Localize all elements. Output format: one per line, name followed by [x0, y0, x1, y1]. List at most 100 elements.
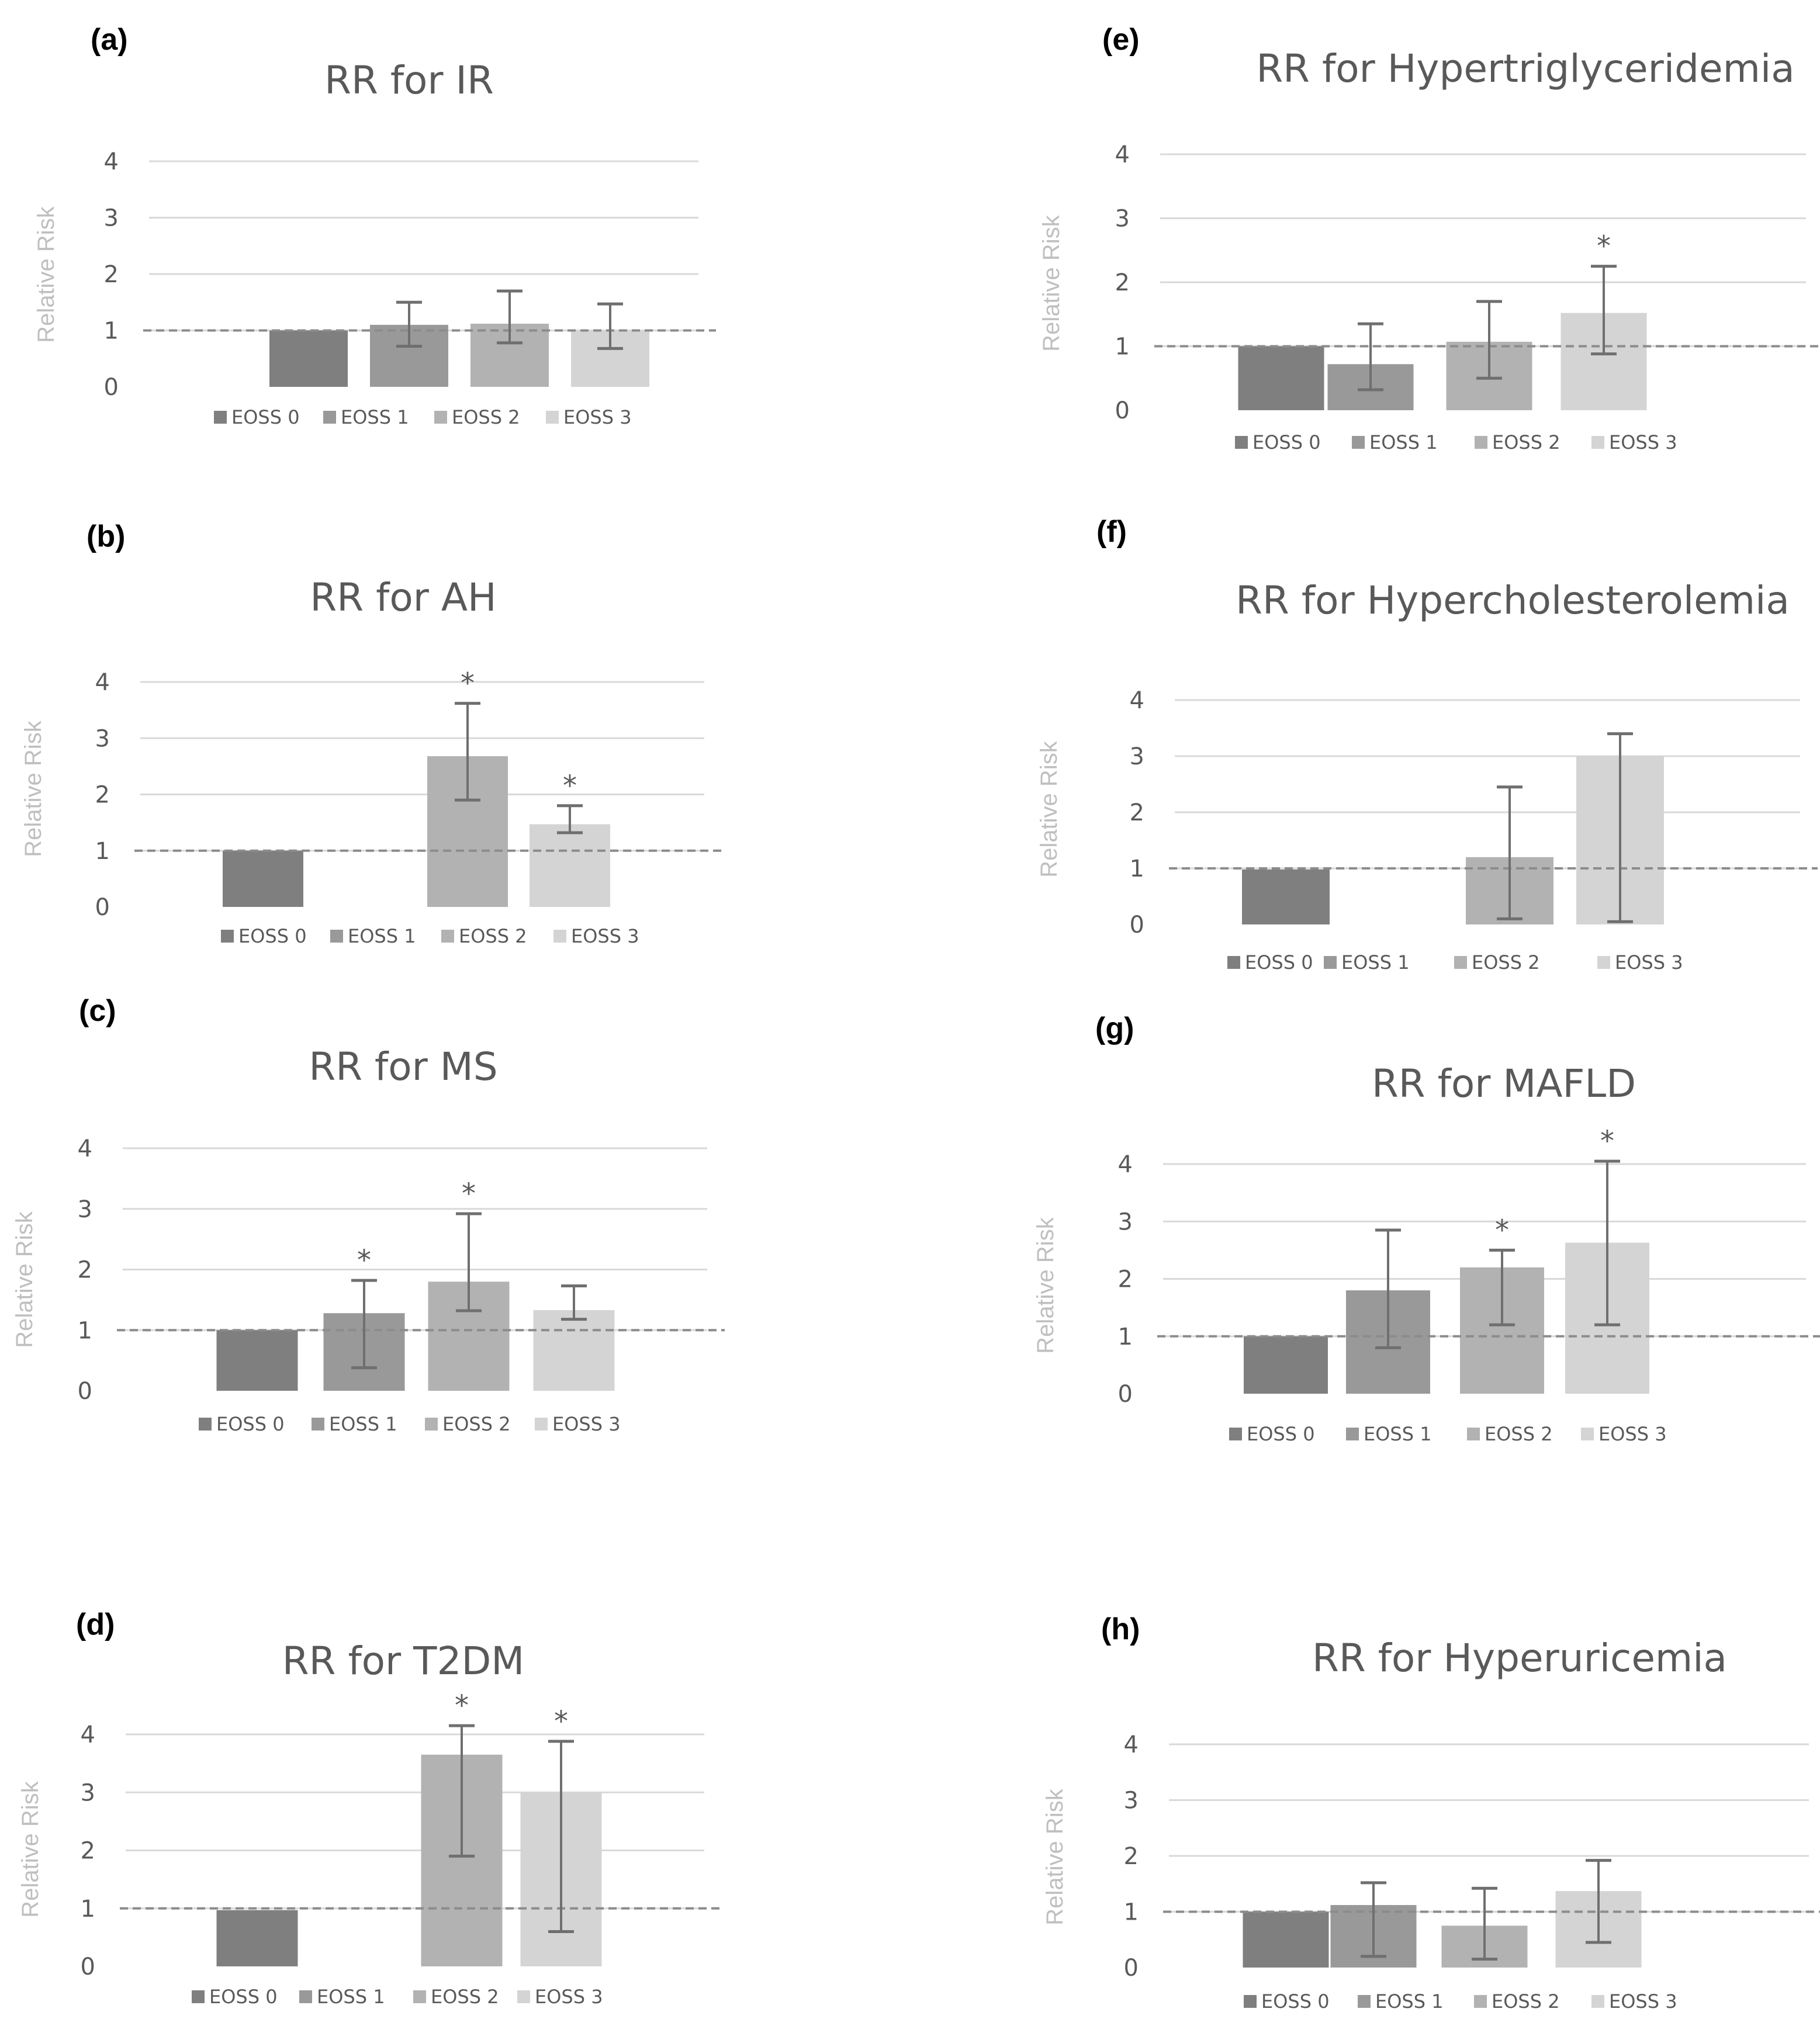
chart-title: RR for Hypertriglyceridemia: [1256, 46, 1794, 91]
y-tick-label: 1: [104, 318, 119, 345]
chart-title: RR for AH: [310, 575, 496, 620]
y-tick-label: 4: [1130, 687, 1144, 714]
significance-star: *: [462, 1177, 476, 1210]
y-tick-label: 0: [78, 1378, 92, 1405]
y-tick-label: 2: [78, 1257, 92, 1284]
y-tick-label: 1: [95, 838, 110, 865]
y-tick-label: 1: [78, 1317, 92, 1344]
y-axis-label: Relative Risk: [20, 720, 46, 857]
chart-mafld: RR for MAFLD 0 1 2 3 4 Relative Risk * * EOSS 0 EO…: [1033, 1061, 1820, 1445]
legend-swatch: [1346, 1428, 1359, 1440]
panel-e: (e) RR for Hypertriglyceridemia 0 1 2 3 4 Rela…: [912, 0, 1820, 514]
bar-eoss-0: [269, 330, 348, 387]
legend-label: EOSS 1: [341, 406, 409, 428]
legend-label: EOSS 0: [238, 925, 307, 947]
bar-eoss-0: [1238, 346, 1324, 410]
panel-letter: (d): [76, 1608, 115, 1641]
panel-h: (h) RR for Hyperuricemia 0 1 2 3 4 Relative Ri…: [912, 1589, 1820, 2040]
bar-eoss-0: [1242, 869, 1330, 924]
y-tick-label: 4: [78, 1135, 92, 1162]
legend-swatch: [535, 1418, 548, 1431]
y-tick-label: 4: [1118, 1151, 1133, 1178]
significance-star: *: [1597, 230, 1611, 263]
chart-title: RR for T2DM: [282, 1639, 525, 1684]
panel-c: (c) RR for MS 0 1 2 3 4 Relative Risk * * EOSS 0 E…: [0, 982, 818, 1484]
y-axis-label: Relative Risk: [1033, 1217, 1058, 1353]
legend-swatch: [1352, 436, 1365, 449]
legend-label: EOSS 0: [209, 1986, 278, 2008]
legend-label: EOSS 2: [452, 406, 520, 428]
y-tick-label: 4: [81, 1722, 95, 1748]
legend-swatch: [1244, 1995, 1257, 2008]
legend-label: EOSS 2: [1492, 431, 1561, 453]
chart-t2dm: RR for T2DM 0 1 2 3 4 Relative Risk * * EOSS 0 EOS…: [18, 1639, 722, 2008]
legend-swatch: [1597, 956, 1610, 969]
y-tick-label: 2: [104, 261, 119, 288]
panel-letter: (e): [1102, 23, 1140, 57]
y-axis-label: Relative Risk: [33, 206, 59, 342]
bar-eoss-0: [216, 1910, 298, 1966]
legend-label: EOSS 3: [1609, 1990, 1677, 2013]
chart-title: RR for Hypercholesterolemia: [1236, 578, 1790, 623]
bar-eoss-3: [530, 824, 610, 907]
panel-g: (g) RR for MAFLD 0 1 2 3 4 Relative Risk * * EOSS…: [912, 988, 1820, 1490]
legend-swatch: [299, 1990, 312, 2003]
bar-eoss-0: [1243, 1911, 1329, 1968]
panel-letter: (b): [86, 519, 126, 553]
panel-b: (b) RR for AH 0 1 2 3 4 Relative Risk * * EOSS 0 E…: [0, 514, 818, 999]
legend-swatch: [1227, 956, 1240, 969]
y-tick-label: 4: [1115, 141, 1130, 168]
y-tick-label: 1: [81, 1896, 95, 1923]
y-tick-label: 3: [78, 1196, 92, 1223]
legend-label: EOSS 3: [535, 1986, 603, 2008]
y-tick-label: 3: [95, 725, 110, 752]
legend-swatch: [1324, 956, 1337, 969]
y-tick-label: 2: [1130, 799, 1144, 826]
legend-label: EOSS 2: [1492, 1990, 1560, 2013]
chart-title: RR for MS: [309, 1044, 497, 1089]
legend-swatch: [517, 1990, 530, 2003]
legend-label: EOSS 0: [1261, 1990, 1330, 2013]
y-tick-label: 0: [81, 1954, 95, 1980]
legend-swatch: [1591, 1995, 1604, 2008]
legend-label: EOSS 0: [231, 406, 300, 428]
legend-label: EOSS 2: [459, 925, 527, 947]
y-tick-label: 0: [1130, 912, 1144, 938]
legend-swatch: [1581, 1428, 1594, 1440]
legend-swatch: [553, 930, 566, 943]
y-tick-label: 2: [1118, 1266, 1133, 1293]
y-axis-label: Relative Risk: [1039, 214, 1064, 351]
significance-star: *: [554, 1705, 568, 1738]
legend-label: EOSS 1: [1364, 1423, 1432, 1445]
chart-title: RR for MAFLD: [1372, 1061, 1636, 1106]
significance-star: *: [1600, 1125, 1614, 1158]
y-tick-label: 2: [81, 1838, 95, 1865]
y-tick-label: 3: [1115, 206, 1130, 233]
chart-title: RR for IR: [324, 58, 494, 103]
y-axis-label: Relative Risk: [1036, 740, 1062, 877]
y-tick-label: 2: [1115, 269, 1130, 296]
chart-hypertriglyceridemia: RR for Hypertriglyceridemia 0 1 2 3 4 Relative…: [1039, 46, 1820, 453]
legend-swatch: [1475, 436, 1487, 449]
legend-swatch: [330, 930, 343, 943]
significance-star: *: [563, 770, 577, 802]
significance-star: *: [1495, 1214, 1509, 1246]
significance-star: *: [357, 1244, 371, 1277]
y-tick-label: 3: [1130, 743, 1144, 770]
chart-title: RR for Hyperuricemia: [1312, 1636, 1727, 1681]
panel-letter: (a): [91, 23, 128, 57]
chart-hyperuricemia: RR for Hyperuricemia 0 1 2 3 4 Relative Risk EO…: [1042, 1636, 1820, 2013]
y-tick-label: 4: [1124, 1731, 1139, 1758]
legend-swatch: [1454, 956, 1467, 969]
legend-label: EOSS 1: [1369, 431, 1438, 453]
bar-eoss-0: [1244, 1336, 1328, 1394]
legend-label: EOSS 2: [1485, 1423, 1553, 1445]
legend-swatch: [221, 930, 234, 943]
chart-ms: RR for MS 0 1 2 3 4 Relative Risk * * EOSS 0 EOSS …: [12, 1044, 725, 1435]
y-tick-label: 0: [1118, 1381, 1133, 1408]
significance-star: *: [461, 667, 475, 700]
legend-label: EOSS 2: [431, 1986, 499, 2008]
legend-swatch: [1474, 1995, 1487, 2008]
legend-label: EOSS 1: [1341, 951, 1410, 974]
